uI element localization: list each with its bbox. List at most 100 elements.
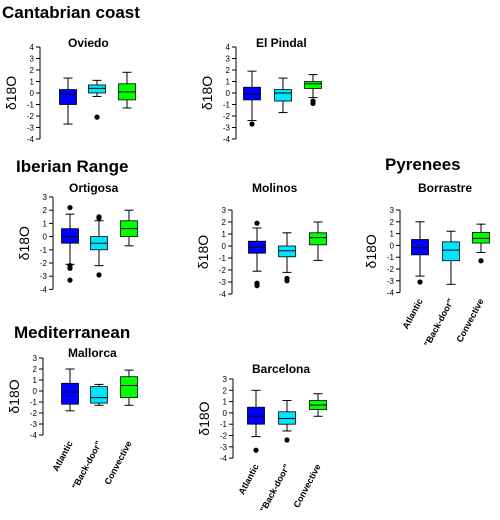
panel-title: El Pindal — [256, 36, 307, 50]
y-tick-label: -2 — [27, 112, 35, 121]
y-axis-label: δ18O — [363, 234, 379, 268]
y-tick-label: -3 — [27, 124, 35, 133]
y-tick-label: 3 — [223, 375, 228, 384]
y-tick-label: 2 — [30, 66, 35, 75]
panel-borrastre: Borrastre 3 2 1 0 -1 -2 -3 -4 δ18O Atlantic"Back-d… — [363, 181, 490, 348]
outlier-point — [67, 204, 73, 211]
box-body — [274, 89, 292, 102]
region-title-iberian: Iberian Range — [16, 157, 128, 176]
outlier-point — [67, 265, 73, 271]
panels: Oviedo 4 3 2 1 0 -1 -2 -3 -4 δ18O El Pindal 4 3 2 1 0 -1 -… — [3, 36, 490, 514]
box-body — [442, 241, 460, 262]
y-tick-label: -1 — [220, 420, 228, 429]
box-body — [61, 228, 79, 244]
y-tick-label: 1 — [223, 398, 228, 407]
y-tick-label: -1 — [223, 101, 231, 110]
y-tick-label: -2 — [387, 265, 395, 274]
outlier-point — [249, 121, 255, 127]
y-axis-label: δ18O — [195, 235, 211, 269]
x-category-label: Convective — [102, 439, 133, 486]
y-tick-label: -2 — [219, 266, 227, 275]
y-tick-label: 0 — [390, 241, 395, 250]
box-0 — [61, 368, 79, 412]
box-0 — [247, 389, 265, 453]
y-tick-label: -3 — [30, 420, 38, 429]
panel-title: Ortigosa — [69, 181, 119, 195]
panel-title: Barcelona — [252, 362, 310, 376]
box-1 — [88, 79, 106, 120]
box-2 — [118, 71, 136, 109]
y-axis-label: δ18O — [3, 76, 19, 110]
box-2 — [304, 74, 322, 106]
y-tick-label: 2 — [223, 386, 228, 395]
y-tick-label: -3 — [220, 443, 228, 452]
y-axis-label: δ18O — [199, 76, 215, 110]
box-2 — [472, 223, 490, 264]
y-tick-label: -4 — [387, 289, 395, 298]
x-category-label: "Back-door" — [70, 439, 104, 491]
y-tick-label: 1 — [226, 78, 231, 87]
y-tick-label: 3 — [226, 55, 231, 64]
y-tick-label: -3 — [40, 272, 48, 281]
panel-barcelona: Barcelona 3 2 1 0 -1 -2 -3 -4 δ18O Atlantic"Back-d… — [196, 362, 327, 514]
outlier-point — [253, 447, 259, 453]
box-1 — [90, 214, 108, 278]
y-tick-label: -2 — [30, 409, 38, 418]
y-tick-label: -3 — [219, 278, 227, 287]
box-2 — [309, 221, 327, 261]
outlier-point — [284, 278, 290, 284]
outlier-point — [254, 283, 260, 289]
y-tick-label: 0 — [223, 409, 228, 418]
y-tick-label: -2 — [223, 112, 231, 121]
panel-ortigosa: Ortigosa 3 2 1 0 -1 -2 -3 -4 δ18O — [16, 181, 138, 294]
y-tick-label: 3 — [390, 206, 395, 215]
y-tick-label: -3 — [387, 277, 395, 286]
outlier-point — [96, 214, 102, 220]
y-tick-label: 1 — [33, 376, 38, 385]
panel-mallorca: Mallorca 3 2 1 0 -1 -2 -3 -4 δ18O Atlantic"Back-do… — [6, 346, 138, 491]
outlier-point — [478, 258, 484, 264]
box-body — [278, 245, 296, 258]
panel-title: Oviedo — [68, 36, 109, 50]
box-body — [304, 81, 322, 89]
box-body — [243, 86, 261, 101]
outlier-point — [67, 277, 73, 283]
box-body — [278, 411, 296, 425]
region-title-pyrenees: Pyrenees — [385, 155, 461, 174]
box-0 — [243, 70, 261, 127]
y-tick-label: 1 — [390, 230, 395, 239]
box-body — [472, 232, 490, 244]
y-tick-label: 2 — [222, 218, 227, 227]
box-body — [88, 84, 106, 94]
region-title-cantabrian: Cantabrian coast — [2, 3, 140, 22]
region-title-mediterranean: Mediterranean — [14, 323, 130, 342]
y-tick-label: -1 — [27, 101, 35, 110]
box-0 — [59, 77, 77, 125]
box-1 — [442, 230, 460, 285]
panel-oviedo: Oviedo 4 3 2 1 0 -1 -2 -3 -4 δ18O — [3, 36, 136, 144]
panel-molinos: Molinos 3 2 1 0 -1 -2 -3 -4 δ18O — [195, 181, 327, 299]
panel-title: Borrastre — [418, 181, 472, 195]
outlier-point — [284, 437, 290, 443]
y-axis-label: δ18O — [6, 379, 22, 413]
outlier-point — [94, 114, 100, 120]
y-tick-label: -1 — [219, 254, 227, 263]
y-tick-label: 3 — [30, 55, 35, 64]
box-2 — [309, 393, 327, 417]
y-tick-label: -2 — [220, 432, 228, 441]
y-tick-label: 2 — [43, 206, 48, 215]
box-body — [247, 406, 265, 425]
box-2 — [120, 369, 138, 406]
y-tick-label: 0 — [30, 89, 35, 98]
box-1 — [278, 399, 296, 443]
y-tick-label: 1 — [222, 230, 227, 239]
x-category-label: Convective — [291, 462, 322, 509]
x-category-label: Atlantic — [50, 439, 74, 473]
y-tick-label: 4 — [226, 43, 231, 52]
y-tick-label: 1 — [30, 78, 35, 87]
y-tick-label: 2 — [33, 365, 38, 374]
box-1 — [274, 77, 292, 114]
outlier-point — [254, 220, 260, 226]
y-tick-label: 0 — [222, 242, 227, 251]
